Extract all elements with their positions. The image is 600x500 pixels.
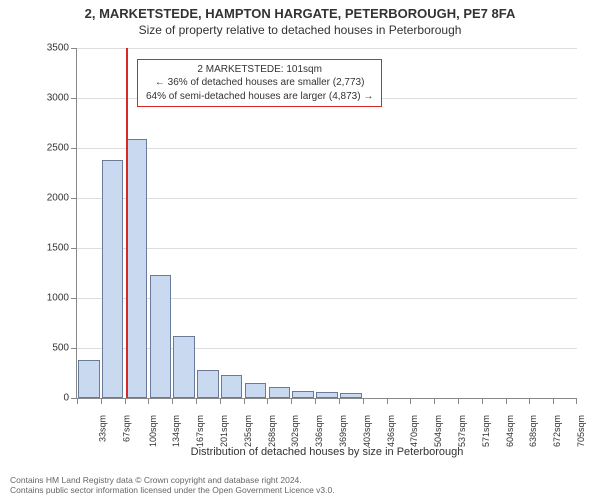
bar bbox=[102, 160, 123, 398]
annotation-line-1: 2 MARKETSTEDE: 101sqm bbox=[146, 63, 373, 77]
x-tick-label: 369sqm bbox=[338, 415, 348, 447]
x-tick bbox=[244, 398, 245, 404]
x-tick-label: 470sqm bbox=[409, 415, 419, 447]
x-tick-label: 436sqm bbox=[386, 415, 396, 447]
x-tick-label: 67sqm bbox=[121, 415, 131, 442]
y-tick-label: 3500 bbox=[47, 43, 77, 54]
x-tick bbox=[553, 398, 554, 404]
x-tick bbox=[291, 398, 292, 404]
x-tick-label: 167sqm bbox=[195, 415, 205, 447]
page-title: 2, MARKETSTEDE, HAMPTON HARGATE, PETERBO… bbox=[0, 0, 600, 21]
y-tick-label: 1000 bbox=[47, 293, 77, 304]
footer-line-1: Contains HM Land Registry data © Crown c… bbox=[10, 475, 335, 486]
x-tick bbox=[434, 398, 435, 404]
bar bbox=[173, 336, 194, 398]
x-tick-label: 235sqm bbox=[243, 415, 253, 447]
plot-area: Distribution of detached houses by size … bbox=[76, 48, 577, 399]
x-tick-label: 638sqm bbox=[528, 415, 538, 447]
x-tick bbox=[387, 398, 388, 404]
bar bbox=[150, 275, 171, 398]
x-tick-label: 705sqm bbox=[576, 415, 586, 447]
x-tick bbox=[458, 398, 459, 404]
x-tick-label: 201sqm bbox=[219, 415, 229, 447]
y-tick-label: 2000 bbox=[47, 193, 77, 204]
x-tick bbox=[196, 398, 197, 404]
x-tick-label: 504sqm bbox=[433, 415, 443, 447]
x-tick-label: 571sqm bbox=[481, 415, 491, 447]
bar bbox=[245, 383, 266, 398]
x-tick bbox=[410, 398, 411, 404]
bar bbox=[221, 375, 242, 398]
x-tick-label: 302sqm bbox=[290, 415, 300, 447]
x-tick bbox=[101, 398, 102, 404]
x-tick bbox=[576, 398, 577, 404]
x-tick bbox=[172, 398, 173, 404]
x-tick-label: 403sqm bbox=[362, 415, 372, 447]
x-tick-label: 604sqm bbox=[505, 415, 515, 447]
x-tick bbox=[77, 398, 78, 404]
x-tick-label: 672sqm bbox=[552, 415, 562, 447]
bar bbox=[269, 387, 290, 398]
x-tick-label: 100sqm bbox=[148, 415, 158, 447]
gridline bbox=[77, 48, 577, 49]
bar bbox=[126, 139, 147, 398]
x-tick bbox=[482, 398, 483, 404]
y-tick-label: 2500 bbox=[47, 143, 77, 154]
y-tick-label: 3000 bbox=[47, 93, 77, 104]
x-tick-label: 268sqm bbox=[267, 415, 277, 447]
footer-line-2: Contains public sector information licen… bbox=[10, 485, 335, 496]
page-subtitle: Size of property relative to detached ho… bbox=[0, 21, 600, 41]
annotation-box: 2 MARKETSTEDE: 101sqm ← 36% of detached … bbox=[137, 59, 382, 108]
bar bbox=[78, 360, 99, 398]
x-tick bbox=[220, 398, 221, 404]
x-tick bbox=[506, 398, 507, 404]
bar bbox=[316, 392, 337, 398]
y-tick-label: 500 bbox=[52, 343, 77, 354]
y-tick-label: 1500 bbox=[47, 243, 77, 254]
annotation-line-3: 64% of semi-detached houses are larger (… bbox=[146, 90, 373, 104]
x-tick-label: 336sqm bbox=[314, 415, 324, 447]
gridline bbox=[77, 248, 577, 249]
gridline bbox=[77, 148, 577, 149]
x-tick bbox=[125, 398, 126, 404]
x-tick-label: 33sqm bbox=[97, 415, 107, 442]
annotation-line-2: ← 36% of detached houses are smaller (2,… bbox=[146, 76, 373, 90]
property-marker-line bbox=[126, 48, 128, 398]
bar bbox=[340, 393, 361, 399]
x-tick bbox=[363, 398, 364, 404]
x-tick bbox=[315, 398, 316, 404]
bar bbox=[292, 391, 313, 398]
x-tick bbox=[339, 398, 340, 404]
gridline bbox=[77, 198, 577, 199]
x-tick-label: 537sqm bbox=[457, 415, 467, 447]
footer-attribution: Contains HM Land Registry data © Crown c… bbox=[10, 475, 335, 496]
x-tick bbox=[148, 398, 149, 404]
x-tick bbox=[529, 398, 530, 404]
x-tick-label: 134sqm bbox=[171, 415, 181, 447]
x-tick bbox=[267, 398, 268, 404]
chart-container: Number of detached properties Distributi… bbox=[48, 48, 588, 428]
y-tick-label: 0 bbox=[63, 393, 77, 404]
x-axis-label: Distribution of detached houses by size … bbox=[191, 446, 464, 458]
bar bbox=[197, 370, 218, 398]
